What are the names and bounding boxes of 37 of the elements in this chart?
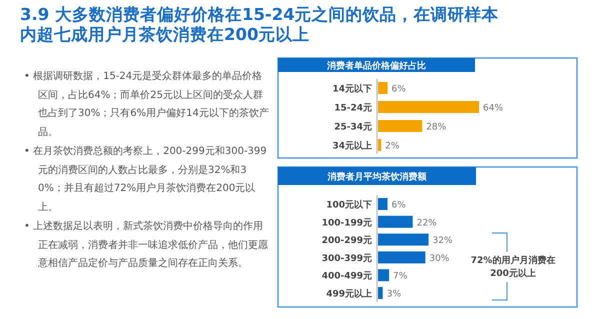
bar: [378, 287, 383, 299]
y-tick-label: 100-199元: [322, 217, 372, 228]
y-tick-label: 100元以下: [326, 200, 372, 210]
data-label: 3%: [386, 290, 402, 300]
text: • 在月茶饮消费总额的考察上，200-299元和300-399元的消费区间的人数占比最多，分别是32%和30%；并且有超过72%用户月茶饮消费在200元以上。: [24, 144, 268, 214]
data-label: 28%: [426, 122, 447, 132]
y-tick-label: 300-399元: [322, 252, 372, 264]
data-label: 30%: [429, 254, 450, 264]
data-label: 7%: [393, 272, 408, 282]
y-tick-label: 25-34元: [334, 122, 372, 132]
bar: [378, 139, 382, 151]
bar: [378, 269, 390, 282]
chart-title: 消费者单品价格偏好占比: [326, 60, 426, 72]
y-tick-label: 499元以上: [326, 288, 372, 300]
bar: [378, 198, 388, 210]
text: • 根据调研数据，15-24元是受众群体最多的单品价格区间，占比64%；而单价25元以上区间的受众人群也占到了30%；只有6%用户偏好14元以下的茶饮产品。: [24, 70, 270, 140]
bar: [378, 82, 388, 94]
text: 72%的用户月消费在200元以上: [470, 255, 556, 279]
chart-title: 消费者月平均茶饮消费额: [326, 172, 428, 182]
y-tick-label: 14元以下: [332, 84, 372, 94]
text: 3.9 大多数消费者偏好价格在15-24元之间的饮品，在调研样本内超七成用户月茶饮消费在200元以上: [20, 5, 500, 45]
data-label: 32%: [432, 236, 453, 246]
data-label: 22%: [416, 218, 438, 228]
data-label: 64%: [483, 104, 504, 114]
data-label: 6%: [391, 200, 406, 210]
text: • 上述数据足以表明，新式茶饮消费中价格导向的作用正在减弱，消费者并非一味追求低价产品，他们更愿意相信产品定价与产品质量之间存在正向关系。: [24, 220, 269, 271]
y-tick-label: 400-499元: [322, 270, 372, 282]
y-tick-label: 15-24元: [334, 102, 372, 114]
bar: [378, 120, 422, 132]
bar: [378, 216, 413, 228]
bar: [378, 251, 426, 264]
y-tick-label: 200-299元: [322, 235, 372, 246]
bar: [378, 234, 428, 246]
bar: [378, 101, 479, 113]
data-label: 6%: [391, 84, 406, 94]
data-label: 2%: [385, 142, 400, 152]
y-tick-label: 34元以上: [332, 140, 372, 152]
